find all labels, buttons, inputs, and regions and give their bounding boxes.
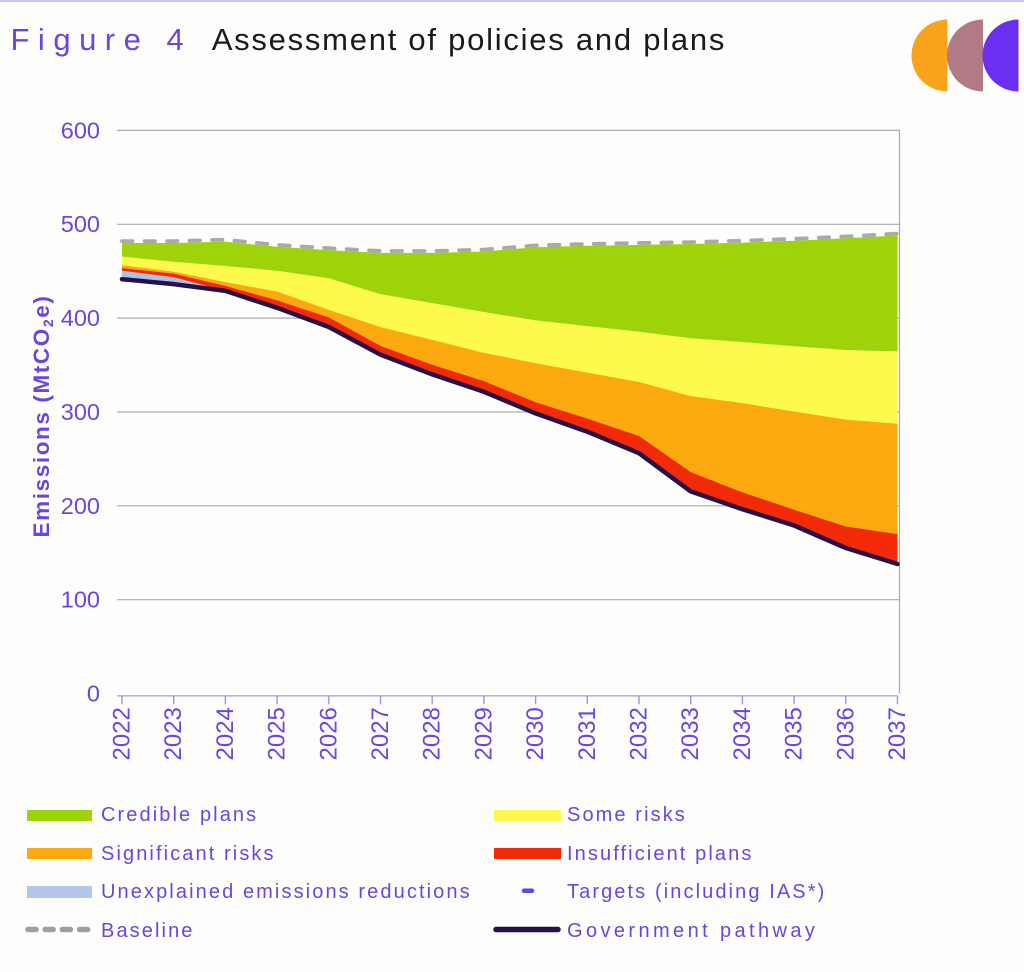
svg-text:2024: 2024	[212, 707, 239, 760]
svg-text:2028: 2028	[419, 707, 446, 760]
svg-text:2033: 2033	[677, 707, 704, 760]
svg-text:200: 200	[61, 493, 100, 519]
svg-text:2032: 2032	[626, 707, 653, 760]
svg-text:500: 500	[61, 211, 100, 237]
svg-text:2025: 2025	[264, 707, 291, 760]
svg-text:2027: 2027	[367, 707, 394, 760]
svg-text:2030: 2030	[522, 707, 549, 760]
svg-text:2036: 2036	[832, 707, 859, 760]
svg-text:2031: 2031	[574, 707, 601, 760]
svg-text:100: 100	[61, 587, 100, 613]
svg-text:0: 0	[87, 681, 100, 707]
svg-text:2026: 2026	[315, 707, 342, 760]
svg-text:2029: 2029	[470, 707, 497, 760]
svg-text:400: 400	[61, 305, 100, 331]
svg-text:300: 300	[61, 399, 100, 425]
svg-text:Emissions (MtCO2e): Emissions (MtCO2e)	[29, 295, 56, 538]
svg-text:2023: 2023	[160, 707, 187, 760]
svg-text:600: 600	[61, 117, 100, 143]
svg-text:2037: 2037	[884, 707, 911, 760]
svg-text:2034: 2034	[729, 707, 756, 760]
svg-text:2022: 2022	[109, 707, 136, 760]
svg-text:2035: 2035	[781, 707, 808, 760]
